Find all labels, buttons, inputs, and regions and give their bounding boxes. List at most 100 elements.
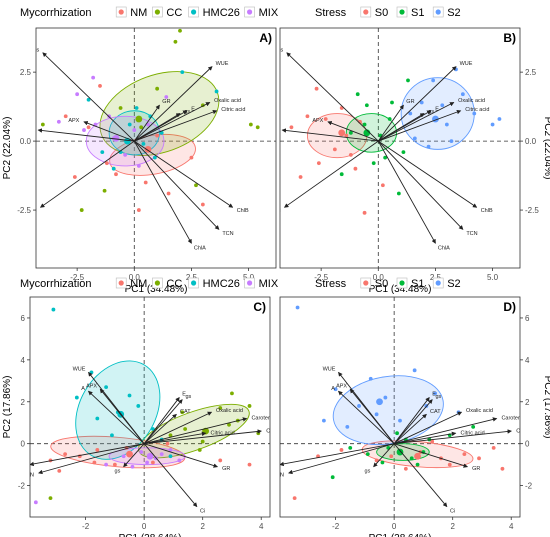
data-point	[314, 86, 319, 91]
loading-label: gs	[435, 394, 441, 400]
loading-arrow	[144, 417, 248, 445]
loading-label: Ci	[450, 508, 455, 514]
data-point	[412, 136, 417, 141]
x-tick-label: 2.5	[186, 273, 198, 282]
legend-entry-label: NM	[130, 278, 147, 290]
x-axis-label: PC1 (28.64%)	[369, 533, 432, 537]
data-point	[462, 452, 467, 457]
legend: Mycorrhization NM CC HMC26 MIX	[20, 6, 279, 19]
loading-label: GR	[222, 466, 230, 472]
data-point	[396, 191, 401, 196]
loading-label: CAT	[23, 127, 34, 133]
loading-label: gs	[115, 468, 121, 474]
loading-label: ChlA	[266, 429, 278, 435]
loading-arrow	[378, 110, 432, 142]
data-point	[497, 117, 502, 121]
loading-arrow	[377, 66, 457, 142]
legend-key-marker	[191, 9, 197, 15]
loading-arrow	[134, 102, 211, 142]
data-point	[415, 462, 420, 467]
loading-label: Citric acid	[211, 430, 235, 436]
legend-title: Mycorrhization	[20, 7, 92, 19]
data-point	[75, 92, 80, 97]
y-axis-label: PC2 (22.04%)	[2, 117, 13, 180]
x-tick-label: 5.0	[487, 273, 499, 282]
loading-arrow	[394, 443, 469, 468]
legend-key-marker	[435, 280, 441, 286]
data-point	[159, 130, 164, 135]
data-point	[134, 106, 139, 110]
plot-area: WUE A APX E gs CAT Oxalic acid Carotenoids ChlA C…	[23, 297, 278, 517]
data-point	[92, 460, 97, 465]
loading-arrow	[133, 66, 213, 142]
data-point	[431, 78, 436, 83]
y-tick-label: 6	[525, 314, 530, 323]
data-point	[168, 448, 173, 452]
y-tick-label: 2	[525, 398, 530, 407]
loading-label: GR	[406, 99, 414, 105]
legend-key-marker	[247, 9, 253, 15]
data-point	[419, 100, 424, 105]
loading-label: Citric acid	[465, 107, 489, 113]
loading-arrow	[38, 443, 145, 475]
legend-entry-label: MIX	[259, 278, 279, 290]
data-point	[102, 188, 107, 193]
loading-arrow	[87, 390, 145, 444]
loading-label: TCN	[23, 472, 34, 478]
pca-panel: Stress S0 S1 S2 WUE A APX E gs CAT Oxalic acid Caro…	[279, 277, 550, 537]
data-point	[330, 475, 335, 480]
panel-label: D)	[503, 300, 516, 314]
loading-label: Ci	[275, 208, 280, 214]
data-point	[500, 466, 505, 471]
loading-label: Carotenoids	[10, 47, 40, 53]
data-point	[82, 128, 86, 132]
data-point	[143, 180, 148, 185]
loading-arrow	[393, 396, 430, 444]
data-point	[383, 155, 388, 160]
panel-label: B)	[503, 31, 516, 45]
data-point	[168, 433, 173, 438]
x-tick-label: 0	[142, 522, 147, 531]
data-point	[365, 452, 370, 457]
legend: Mycorrhization NM CC HMC26 MIX	[20, 277, 279, 290]
data-point	[305, 114, 310, 119]
y-tick-label: 2.5	[525, 68, 537, 77]
data-point	[136, 208, 141, 212]
data-point	[132, 128, 137, 132]
y-axis-label: PC2 (17.86%)	[542, 376, 550, 439]
legend-entry-label: CC	[166, 7, 182, 19]
data-point	[180, 410, 185, 415]
loading-arrow	[37, 128, 135, 142]
data-point	[152, 155, 157, 160]
loading-label: A	[331, 386, 335, 392]
loading-arrow	[283, 140, 379, 208]
loading-label: ChlA	[516, 429, 528, 435]
data-point	[390, 100, 394, 105]
loading-label: CAT	[430, 409, 441, 415]
loading-arrow	[143, 411, 213, 445]
loading-label: TCN	[222, 231, 233, 237]
loading-label: APX	[86, 383, 97, 389]
data-point	[430, 439, 435, 444]
data-point	[389, 454, 394, 459]
x-axis-label: PC1 (34.48%)	[125, 284, 188, 295]
loading-arrow	[288, 443, 395, 475]
plot-frame	[279, 296, 521, 518]
data-point	[401, 150, 406, 155]
data-point	[440, 103, 445, 108]
legend-entry-label: S0	[375, 7, 388, 19]
legend-key-marker	[363, 280, 369, 286]
y-axis-label: PC2 (17.86%)	[2, 376, 13, 439]
y-tick-label: -2	[525, 482, 533, 491]
x-axis-label: PC1 (34.48%)	[369, 284, 432, 295]
loading-arrow	[143, 443, 198, 508]
data-point	[178, 28, 182, 33]
data-point	[380, 183, 385, 188]
data-point	[104, 385, 108, 389]
loading-label: Oxalic acid	[214, 98, 241, 104]
legend-key-marker	[118, 280, 124, 286]
panel-label: A)	[259, 31, 272, 45]
loading-arrow	[143, 413, 177, 444]
data-point	[63, 114, 68, 119]
data-point	[141, 141, 146, 146]
